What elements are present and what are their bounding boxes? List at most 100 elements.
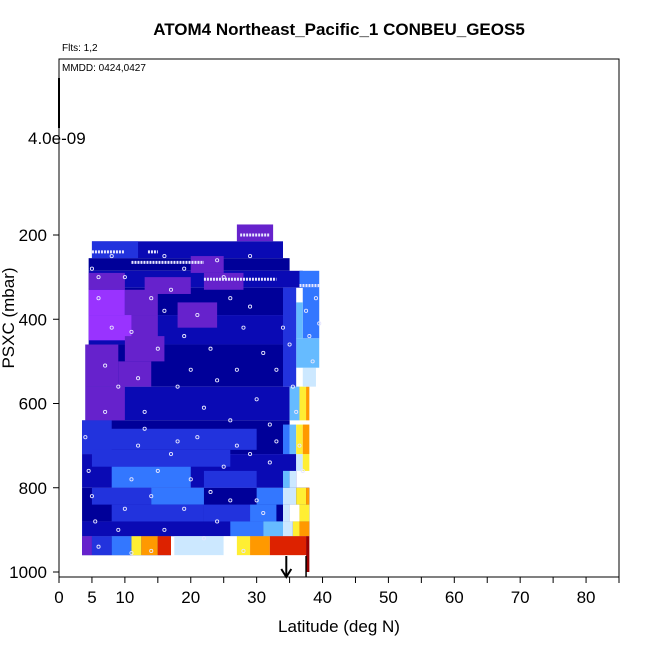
y-axis-label: PSXC (mbar) bbox=[0, 267, 18, 368]
sample-point bbox=[96, 296, 101, 301]
heatmap-cell bbox=[91, 241, 139, 259]
x-tick-label: 80 bbox=[577, 588, 596, 607]
heatmap-cell bbox=[296, 487, 307, 505]
sample-point bbox=[228, 498, 233, 503]
sample-point bbox=[182, 334, 187, 339]
heatmap-cell bbox=[306, 386, 310, 421]
sample-point bbox=[234, 367, 239, 372]
heatmap-cell bbox=[296, 338, 320, 368]
sample-point bbox=[149, 548, 154, 553]
sample-point bbox=[195, 435, 200, 440]
heatmap-cell bbox=[256, 487, 283, 505]
heatmap-cell bbox=[283, 521, 293, 537]
heatmap-cell bbox=[111, 536, 132, 556]
sample-point bbox=[248, 304, 253, 309]
sample-point bbox=[96, 544, 101, 549]
sample-point bbox=[221, 275, 226, 280]
heatmap-cell bbox=[91, 449, 231, 467]
sample-point bbox=[254, 498, 259, 503]
sample-point bbox=[136, 376, 141, 381]
y-axis: 200 400 600 800 1000 bbox=[9, 226, 60, 582]
x-tick-label: 5 bbox=[87, 588, 96, 607]
heatmap-cell bbox=[144, 277, 191, 294]
x-tick-label: 70 bbox=[511, 588, 530, 607]
sample-point bbox=[248, 451, 253, 457]
heatmap-cell bbox=[289, 470, 297, 488]
sample-points bbox=[83, 254, 322, 556]
sample-point bbox=[290, 384, 295, 389]
heatmap-cell bbox=[289, 504, 300, 522]
sample-point bbox=[168, 287, 174, 292]
heatmap-cell bbox=[302, 424, 310, 455]
heatmap-cell bbox=[302, 287, 320, 339]
sample-point bbox=[307, 334, 312, 339]
sample-point bbox=[89, 494, 94, 499]
heatmap-cell bbox=[190, 256, 224, 273]
sample-point bbox=[103, 409, 108, 414]
heatmap-cell bbox=[151, 487, 204, 505]
sample-point bbox=[317, 321, 322, 326]
sample-point bbox=[155, 468, 160, 473]
heatmap-cell bbox=[289, 386, 300, 421]
sample-point bbox=[162, 527, 167, 532]
y-tick-label: 600 bbox=[19, 395, 47, 414]
heatmap-cell bbox=[85, 344, 119, 387]
heatmap-cell bbox=[124, 336, 165, 362]
sample-point bbox=[208, 489, 213, 495]
sample-point bbox=[116, 384, 121, 389]
heatmap-cell bbox=[141, 536, 158, 556]
sample-point bbox=[287, 342, 292, 347]
sample-point bbox=[142, 409, 147, 414]
heatmap-cell bbox=[283, 504, 290, 522]
arrow-markers bbox=[280, 556, 307, 579]
y-tick-label: 800 bbox=[19, 479, 47, 498]
heatmap-cell bbox=[296, 454, 303, 471]
heatmap-cell bbox=[223, 536, 237, 556]
sample-point bbox=[149, 296, 154, 301]
heatmap-cell bbox=[88, 258, 290, 271]
heatmap-cell bbox=[299, 386, 307, 421]
heatmap-cell bbox=[292, 521, 300, 537]
sample-point bbox=[122, 506, 127, 511]
sample-point bbox=[208, 346, 213, 351]
x-tick-label: 40 bbox=[313, 588, 332, 607]
dates-note: MMDD: 0424,0427 bbox=[62, 63, 146, 74]
sample-point bbox=[261, 510, 266, 516]
sample-point bbox=[274, 439, 279, 444]
sample-point bbox=[261, 350, 266, 356]
heatmap-cell bbox=[283, 287, 297, 387]
sample-point bbox=[109, 325, 114, 330]
sample-point bbox=[228, 418, 233, 423]
sample-point bbox=[201, 405, 206, 410]
heatmap-cell bbox=[236, 536, 251, 556]
heatmap-cell bbox=[306, 487, 310, 505]
heatmap-cell bbox=[85, 386, 125, 421]
sample-point bbox=[241, 325, 246, 330]
sample-point bbox=[248, 254, 253, 259]
sample-point bbox=[274, 367, 279, 372]
sample-point bbox=[297, 443, 302, 448]
y-tick-label: 1000 bbox=[9, 563, 47, 582]
sample-point bbox=[188, 477, 193, 482]
heatmap-cell bbox=[91, 487, 152, 505]
x-tick-label: 60 bbox=[445, 588, 464, 607]
heatmap-cell bbox=[118, 361, 152, 387]
sample-point bbox=[129, 329, 134, 334]
heatmap-cell bbox=[302, 367, 316, 387]
sample-point bbox=[228, 296, 233, 301]
sample-point bbox=[182, 506, 187, 511]
sample-point bbox=[241, 548, 246, 553]
sample-point bbox=[215, 378, 220, 383]
heatmap-cell bbox=[131, 536, 142, 556]
heatmap-cell bbox=[174, 536, 224, 556]
heatmap-cell bbox=[91, 428, 257, 450]
sample-point bbox=[162, 308, 167, 313]
sample-point bbox=[86, 468, 91, 473]
sample-point bbox=[313, 296, 318, 301]
heatmap-cell bbox=[91, 536, 112, 556]
sample-point bbox=[129, 550, 134, 556]
sample-point bbox=[215, 519, 220, 524]
heatmap-cells bbox=[82, 224, 320, 572]
scale-label: 4.0e-09 bbox=[28, 129, 86, 148]
heatmap-cell bbox=[283, 487, 297, 505]
